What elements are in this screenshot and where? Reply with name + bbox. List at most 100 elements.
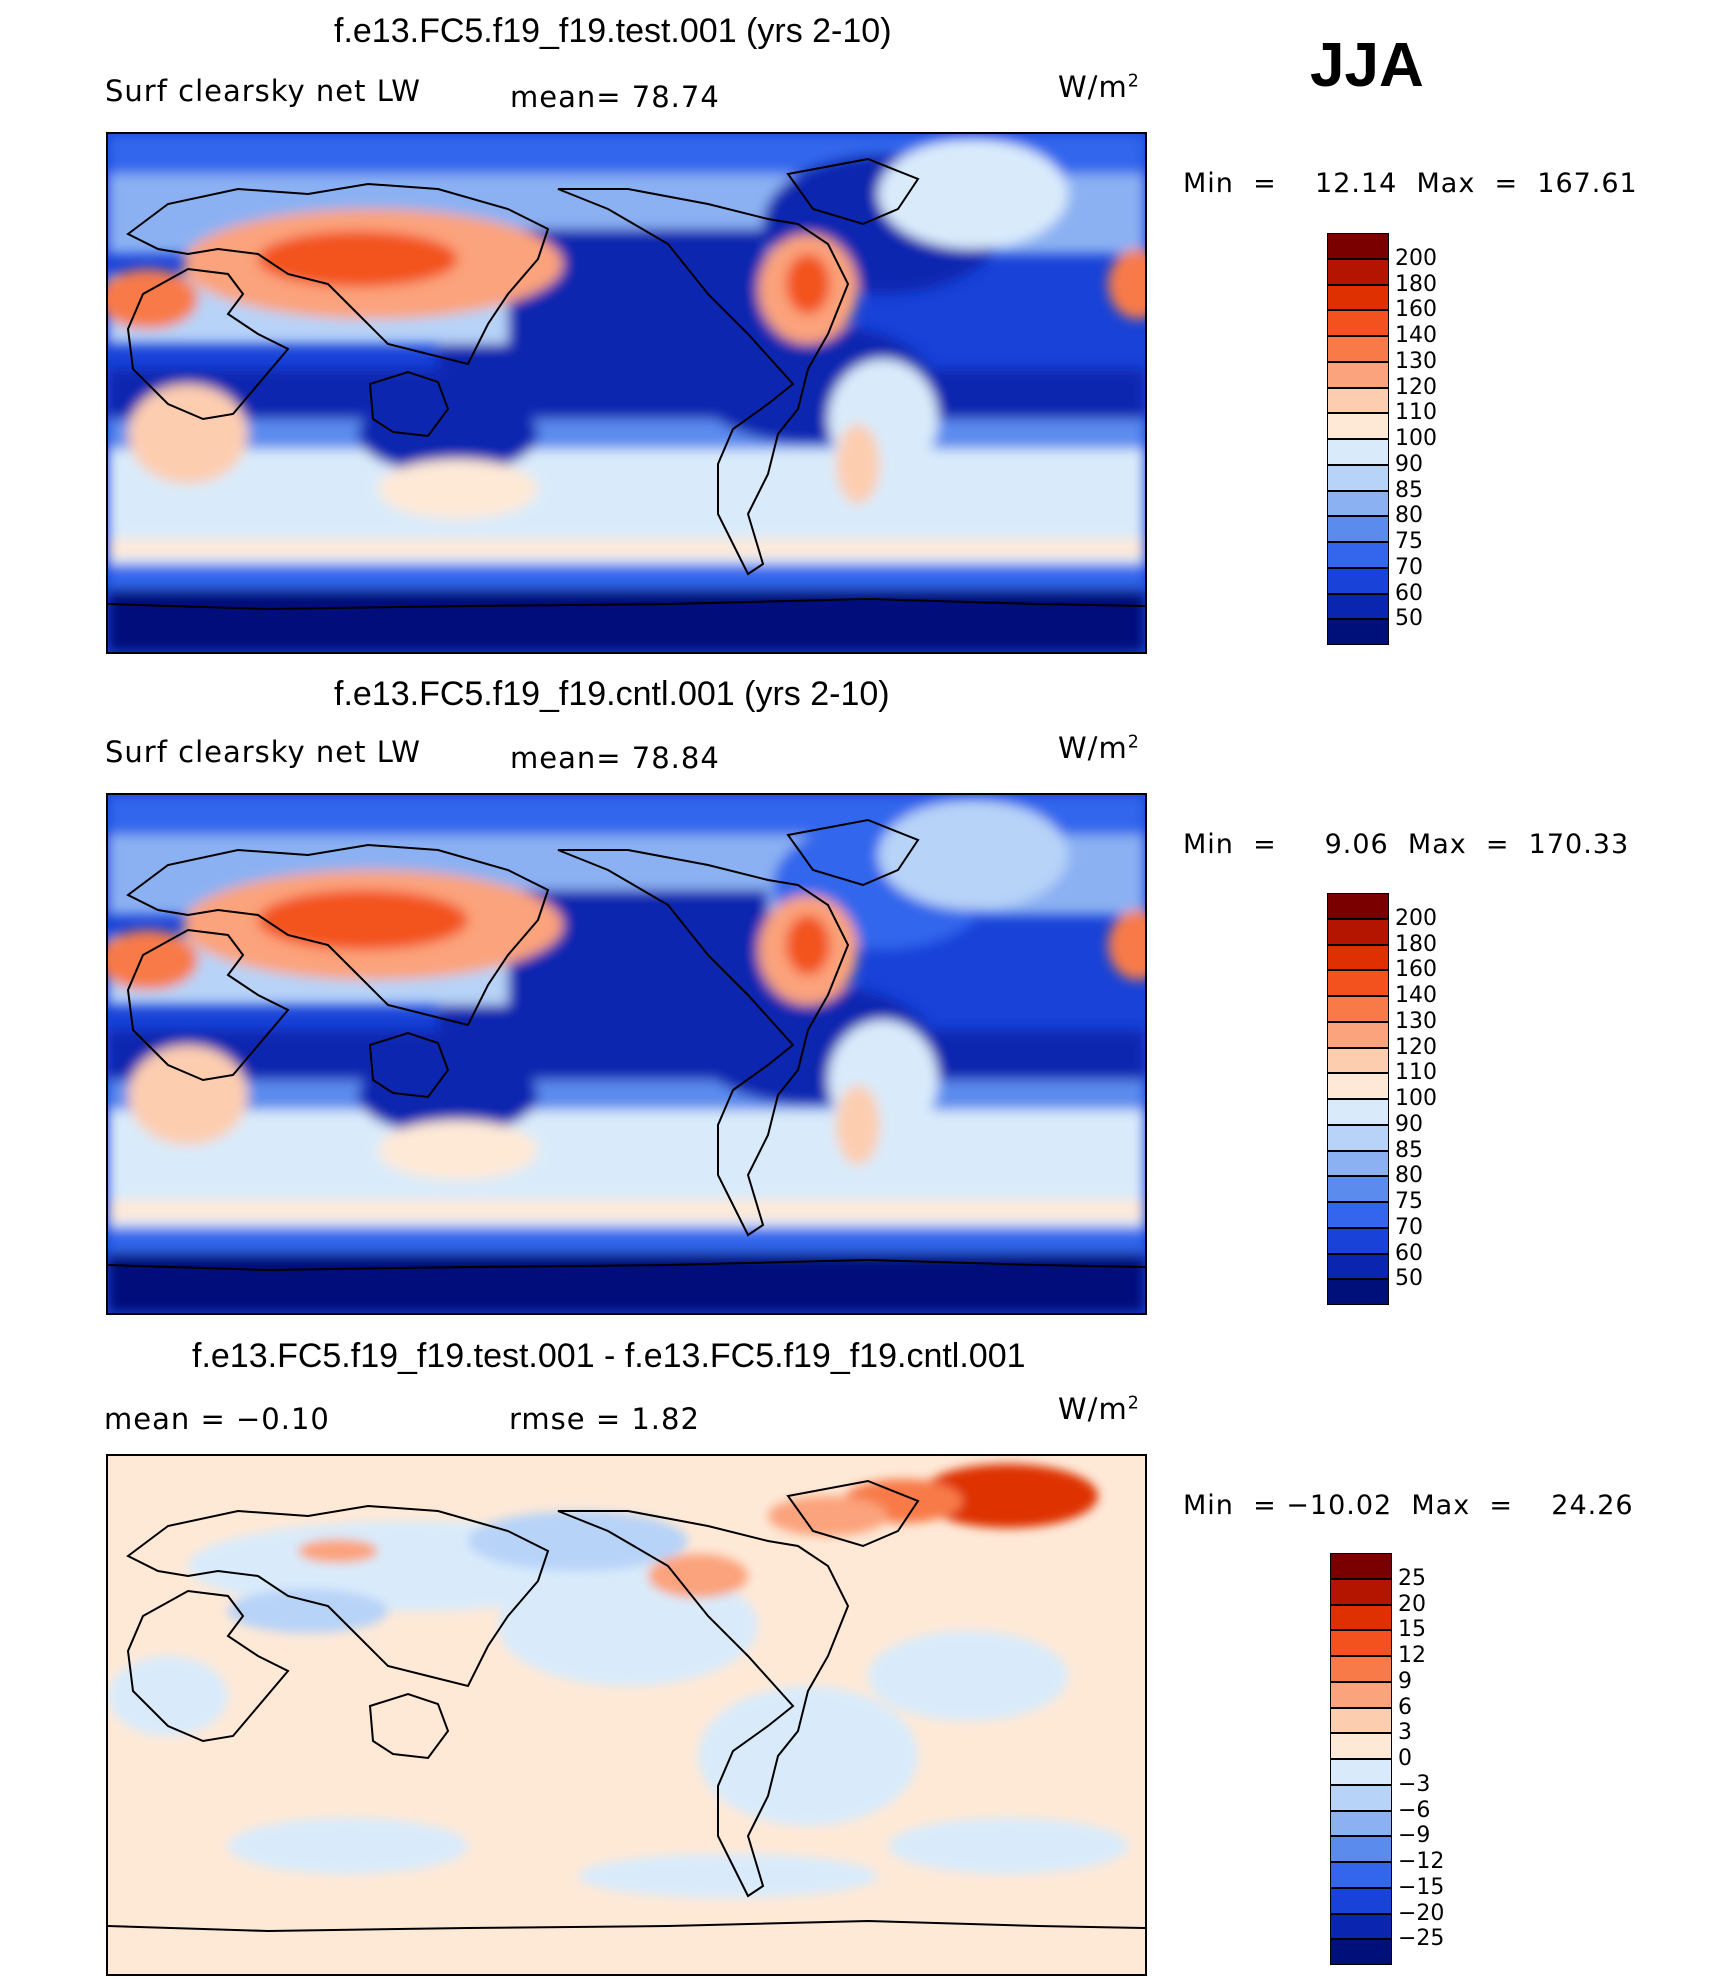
colorbar-level-label: 50 bbox=[1395, 1266, 1423, 1292]
panel-units-cntl: W/m2 bbox=[1058, 731, 1140, 765]
colorbar-level-label: −25 bbox=[1398, 1926, 1445, 1952]
colorbar-level-label: 180 bbox=[1395, 931, 1437, 957]
colorbar-level-label: 25 bbox=[1398, 1565, 1426, 1591]
colorbar-swatch bbox=[1330, 1578, 1392, 1605]
panel-units-diff: W/m2 bbox=[1058, 1392, 1140, 1426]
colorbar-swatch bbox=[1330, 1553, 1392, 1579]
colorbar-swatch bbox=[1330, 1630, 1392, 1656]
colorbar-test: 200 180 160 140 130 120 110 100 90 85 80 75 70 60 50 bbox=[1327, 233, 1437, 645]
colorbar-level-label: 140 bbox=[1395, 983, 1437, 1008]
colorbar-level-label: 90 bbox=[1395, 451, 1423, 477]
colorbar-level-label: 160 bbox=[1395, 297, 1437, 323]
colorbar-level-label: −15 bbox=[1398, 1874, 1445, 1900]
colorbar-cntl: 200 180 160 140 130 120 110 100 90 85 80 75 70 60 50 bbox=[1327, 893, 1437, 1305]
colorbar-level-label: −12 bbox=[1398, 1849, 1445, 1874]
colorbar-swatch bbox=[1330, 1759, 1392, 1785]
colorbar-level-label: 100 bbox=[1395, 1086, 1437, 1111]
colorbar-level-label: 85 bbox=[1395, 1137, 1423, 1163]
colorbar-swatch bbox=[1327, 336, 1389, 362]
colorbar-swatch bbox=[1327, 361, 1389, 388]
colorbar-swatch bbox=[1327, 1202, 1389, 1228]
colorbar-level-label: 160 bbox=[1395, 957, 1437, 983]
season-label: JJA bbox=[1310, 31, 1424, 100]
colorbar-swatch bbox=[1327, 284, 1389, 311]
colorbar-level-label: 60 bbox=[1395, 580, 1423, 606]
colorbar-level-label: 200 bbox=[1395, 245, 1437, 271]
colorbar-swatch bbox=[1327, 1073, 1389, 1099]
colorbar-level-label: 110 bbox=[1395, 400, 1437, 426]
colorbar-swatch bbox=[1327, 918, 1389, 945]
colorbar-swatch bbox=[1330, 1681, 1392, 1708]
panel-left-label-cntl: Surf clearsky net LW bbox=[105, 735, 421, 769]
map-cntl bbox=[106, 793, 1147, 1315]
colorbar-swatch bbox=[1327, 464, 1389, 491]
panel-title-cntl: f.e13.FC5.f19_f19.cntl.001 (yrs 2-10) bbox=[334, 675, 890, 713]
colorbar-level-label: 80 bbox=[1395, 1163, 1423, 1189]
colorbar-swatch bbox=[1327, 1227, 1389, 1254]
colorbar-swatch bbox=[1327, 996, 1389, 1022]
colorbar-swatch bbox=[1327, 516, 1389, 542]
colorbar-level-label: 100 bbox=[1395, 426, 1437, 451]
colorbar-level-label: 110 bbox=[1395, 1060, 1437, 1086]
colorbar-level-label: 140 bbox=[1395, 323, 1437, 348]
colorbar-swatch bbox=[1330, 1733, 1392, 1759]
colorbar-swatch bbox=[1327, 1099, 1389, 1125]
colorbar-level-label: 180 bbox=[1395, 271, 1437, 297]
colorbar-level-label: 120 bbox=[1395, 1034, 1437, 1060]
colorbar-swatch bbox=[1330, 1810, 1392, 1837]
colorbar-swatch bbox=[1327, 1124, 1389, 1151]
colorbar-level-label: 85 bbox=[1395, 477, 1423, 503]
colorbar-swatch bbox=[1327, 1176, 1389, 1202]
map-test bbox=[106, 132, 1147, 654]
colorbar-level-label: −20 bbox=[1398, 1900, 1445, 1926]
colorbar-level-label: 15 bbox=[1398, 1617, 1426, 1643]
colorbar-swatch bbox=[1327, 567, 1389, 594]
colorbar-swatch bbox=[1327, 439, 1389, 465]
colorbar-level-label: −3 bbox=[1398, 1771, 1431, 1797]
panel-units-test: W/m2 bbox=[1058, 70, 1140, 104]
colorbar-swatch bbox=[1327, 893, 1389, 919]
colorbar-level-label: 12 bbox=[1398, 1643, 1426, 1668]
colorbar-swatch bbox=[1327, 387, 1389, 414]
colorbar-level-label: 9 bbox=[1398, 1668, 1412, 1694]
colorbar-swatch bbox=[1327, 490, 1389, 517]
colorbar-level-label: 70 bbox=[1395, 1214, 1423, 1240]
colorbar-swatch bbox=[1330, 1913, 1392, 1940]
colorbar-swatch bbox=[1327, 542, 1389, 568]
colorbar-level-label: 90 bbox=[1395, 1111, 1423, 1137]
colorbar-level-label: 130 bbox=[1395, 348, 1437, 374]
panel-title-test: f.e13.FC5.f19_f19.test.001 (yrs 2-10) bbox=[334, 12, 892, 50]
panel-minmax-diff: Min = −10.02 Max = 24.26 bbox=[1183, 1490, 1634, 1521]
colorbar-swatch bbox=[1330, 1656, 1392, 1682]
colorbar-level-label: 75 bbox=[1395, 529, 1423, 554]
colorbar-swatch bbox=[1330, 1862, 1392, 1888]
colorbar-swatch bbox=[1327, 970, 1389, 996]
panel-diff-rmse: rmse = 1.82 bbox=[509, 1402, 700, 1436]
colorbar-level-label: 60 bbox=[1395, 1240, 1423, 1266]
colorbar-level-label: −9 bbox=[1398, 1823, 1431, 1849]
panel-mean-test: mean= 78.74 bbox=[510, 80, 720, 114]
panel-title-diff: f.e13.FC5.f19_f19.test.001 - f.e13.FC5.f… bbox=[192, 1337, 1026, 1375]
panel-minmax-test: Min = 12.14 Max = 167.61 bbox=[1183, 168, 1638, 199]
panel-minmax-cntl: Min = 9.06 Max = 170.33 bbox=[1183, 829, 1630, 860]
colorbar-swatch bbox=[1330, 1707, 1392, 1734]
colorbar-swatch bbox=[1327, 1021, 1389, 1048]
colorbar-swatch bbox=[1327, 258, 1389, 285]
map-diff bbox=[106, 1454, 1147, 1976]
colorbar-swatch bbox=[1327, 1047, 1389, 1074]
colorbar-swatch bbox=[1330, 1887, 1392, 1914]
colorbar-swatch bbox=[1330, 1939, 1392, 1965]
colorbar-diff: 25 20 15 12 9 6 3 0 −3 −6 −9 −12 −15 −20 −25 bbox=[1330, 1553, 1444, 1965]
colorbar-level-label: 50 bbox=[1395, 606, 1423, 632]
colorbar-level-label: 200 bbox=[1395, 905, 1437, 931]
colorbar-level-label: 75 bbox=[1395, 1189, 1423, 1214]
colorbar-swatch bbox=[1330, 1836, 1392, 1862]
colorbar-swatch bbox=[1327, 1279, 1389, 1305]
colorbar-swatch bbox=[1327, 593, 1389, 620]
colorbar-level-label: 6 bbox=[1398, 1694, 1412, 1720]
colorbar-level-label: 130 bbox=[1395, 1008, 1437, 1034]
colorbar-level-label: 70 bbox=[1395, 554, 1423, 580]
colorbar-swatch bbox=[1327, 310, 1389, 336]
panel-mean-cntl: mean= 78.84 bbox=[510, 741, 720, 775]
colorbar-level-label: 20 bbox=[1398, 1591, 1426, 1617]
